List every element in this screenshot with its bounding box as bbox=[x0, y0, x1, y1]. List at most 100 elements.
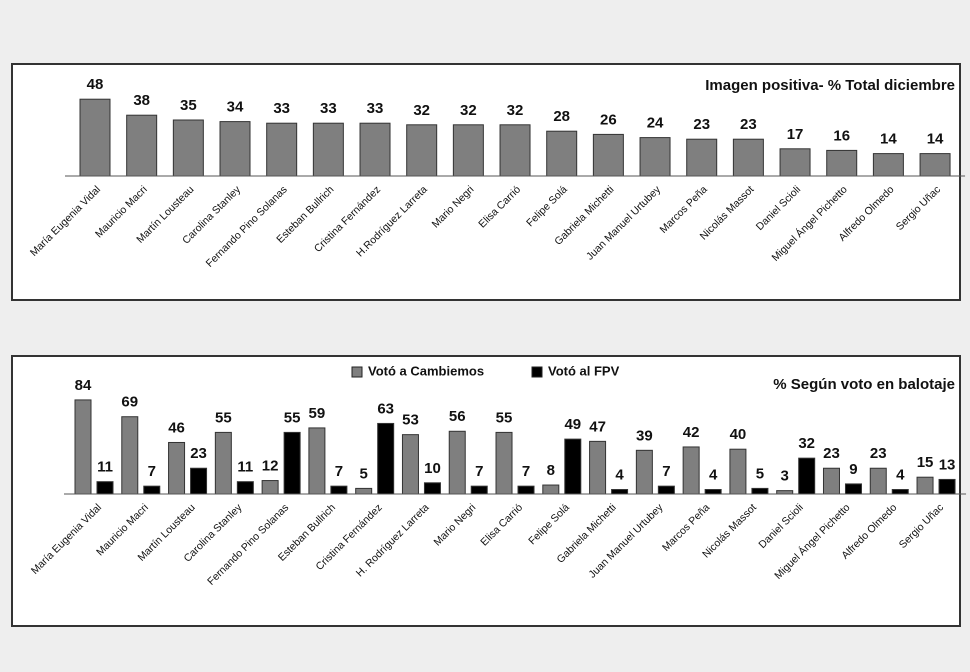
data-label: 32 bbox=[798, 435, 815, 452]
chart-title: Imagen positiva- % Total diciembre bbox=[705, 77, 955, 94]
data-label: 11 bbox=[237, 459, 253, 476]
data-label: 84 bbox=[75, 377, 92, 394]
data-label: 10 bbox=[424, 460, 441, 477]
bar bbox=[143, 485, 161, 495]
data-label: 32 bbox=[507, 102, 524, 119]
bar bbox=[517, 485, 535, 495]
bar bbox=[729, 448, 747, 495]
bar bbox=[499, 124, 531, 177]
bar bbox=[938, 478, 956, 495]
bar bbox=[355, 487, 373, 495]
data-label: 9 bbox=[849, 461, 857, 478]
bar bbox=[190, 467, 208, 495]
bar bbox=[406, 124, 438, 177]
bar bbox=[592, 133, 624, 177]
data-label: 39 bbox=[636, 427, 653, 444]
data-label: 33 bbox=[273, 100, 290, 117]
data-label: 17 bbox=[787, 126, 804, 143]
data-label: 23 bbox=[190, 445, 207, 462]
bar bbox=[546, 130, 578, 177]
data-label: 7 bbox=[662, 463, 670, 480]
legend-swatch bbox=[351, 366, 363, 378]
legend-swatch bbox=[531, 366, 543, 378]
bar bbox=[564, 438, 582, 495]
bar bbox=[74, 399, 92, 495]
bar bbox=[168, 441, 186, 495]
bar bbox=[448, 430, 466, 495]
data-label: 7 bbox=[148, 463, 156, 480]
data-label: 40 bbox=[730, 426, 747, 443]
bar bbox=[261, 480, 279, 495]
bar bbox=[214, 431, 232, 495]
data-label: 46 bbox=[168, 419, 185, 436]
bar bbox=[359, 122, 391, 177]
data-label: 35 bbox=[180, 97, 197, 114]
data-label: 33 bbox=[367, 100, 384, 117]
bar bbox=[919, 153, 951, 177]
legend-label: Votó al FPV bbox=[548, 363, 620, 378]
data-label: 16 bbox=[833, 127, 850, 144]
bar bbox=[79, 98, 111, 177]
bar bbox=[776, 490, 794, 495]
data-label: 7 bbox=[522, 463, 530, 480]
bar bbox=[219, 121, 251, 177]
data-label: 48 bbox=[87, 76, 104, 93]
bar bbox=[377, 422, 395, 495]
bar bbox=[611, 489, 629, 495]
data-label: 63 bbox=[377, 400, 394, 417]
bar bbox=[172, 119, 204, 177]
data-label: 23 bbox=[870, 445, 887, 462]
data-label: 3 bbox=[781, 468, 789, 485]
data-label: 55 bbox=[215, 409, 232, 426]
data-label: 5 bbox=[360, 465, 368, 482]
bar bbox=[495, 431, 513, 495]
bar bbox=[704, 489, 722, 495]
data-label: 26 bbox=[600, 111, 617, 128]
bar bbox=[542, 484, 560, 495]
bar bbox=[682, 446, 700, 495]
bar bbox=[891, 489, 909, 495]
bar bbox=[126, 114, 158, 177]
bar bbox=[732, 138, 764, 177]
data-label: 23 bbox=[740, 116, 757, 133]
data-label: 42 bbox=[683, 424, 700, 441]
data-label: 4 bbox=[896, 466, 905, 483]
data-label: 47 bbox=[589, 418, 606, 435]
data-label: 14 bbox=[880, 131, 897, 148]
data-label: 49 bbox=[564, 416, 581, 433]
legend-label: Votó a Cambiemos bbox=[368, 363, 484, 378]
data-label: 59 bbox=[309, 405, 326, 422]
bar bbox=[657, 485, 675, 495]
bar bbox=[589, 440, 607, 495]
data-label: 55 bbox=[496, 409, 513, 426]
data-label: 4 bbox=[615, 466, 624, 483]
data-label: 53 bbox=[402, 412, 419, 429]
data-label: 23 bbox=[693, 116, 710, 133]
chart-title: % Según voto en balotaje bbox=[773, 376, 955, 393]
data-label: 32 bbox=[460, 102, 477, 119]
data-label: 7 bbox=[335, 463, 343, 480]
bar bbox=[635, 449, 653, 495]
data-label: 8 bbox=[547, 462, 555, 479]
bar bbox=[686, 138, 718, 177]
bar bbox=[869, 467, 887, 495]
bar bbox=[236, 481, 254, 495]
bar bbox=[452, 124, 484, 177]
data-label: 12 bbox=[262, 458, 279, 475]
data-label: 69 bbox=[121, 394, 138, 411]
bar bbox=[826, 149, 858, 177]
bar bbox=[779, 148, 811, 177]
data-label: 56 bbox=[449, 408, 466, 425]
bar bbox=[872, 153, 904, 177]
bar bbox=[639, 137, 671, 177]
bar bbox=[822, 467, 840, 495]
data-label: 15 bbox=[917, 454, 934, 471]
bar bbox=[266, 122, 298, 177]
bar bbox=[121, 416, 139, 495]
bar bbox=[330, 485, 348, 495]
data-label: 5 bbox=[756, 465, 764, 482]
bar bbox=[312, 122, 344, 177]
bar bbox=[96, 481, 114, 495]
